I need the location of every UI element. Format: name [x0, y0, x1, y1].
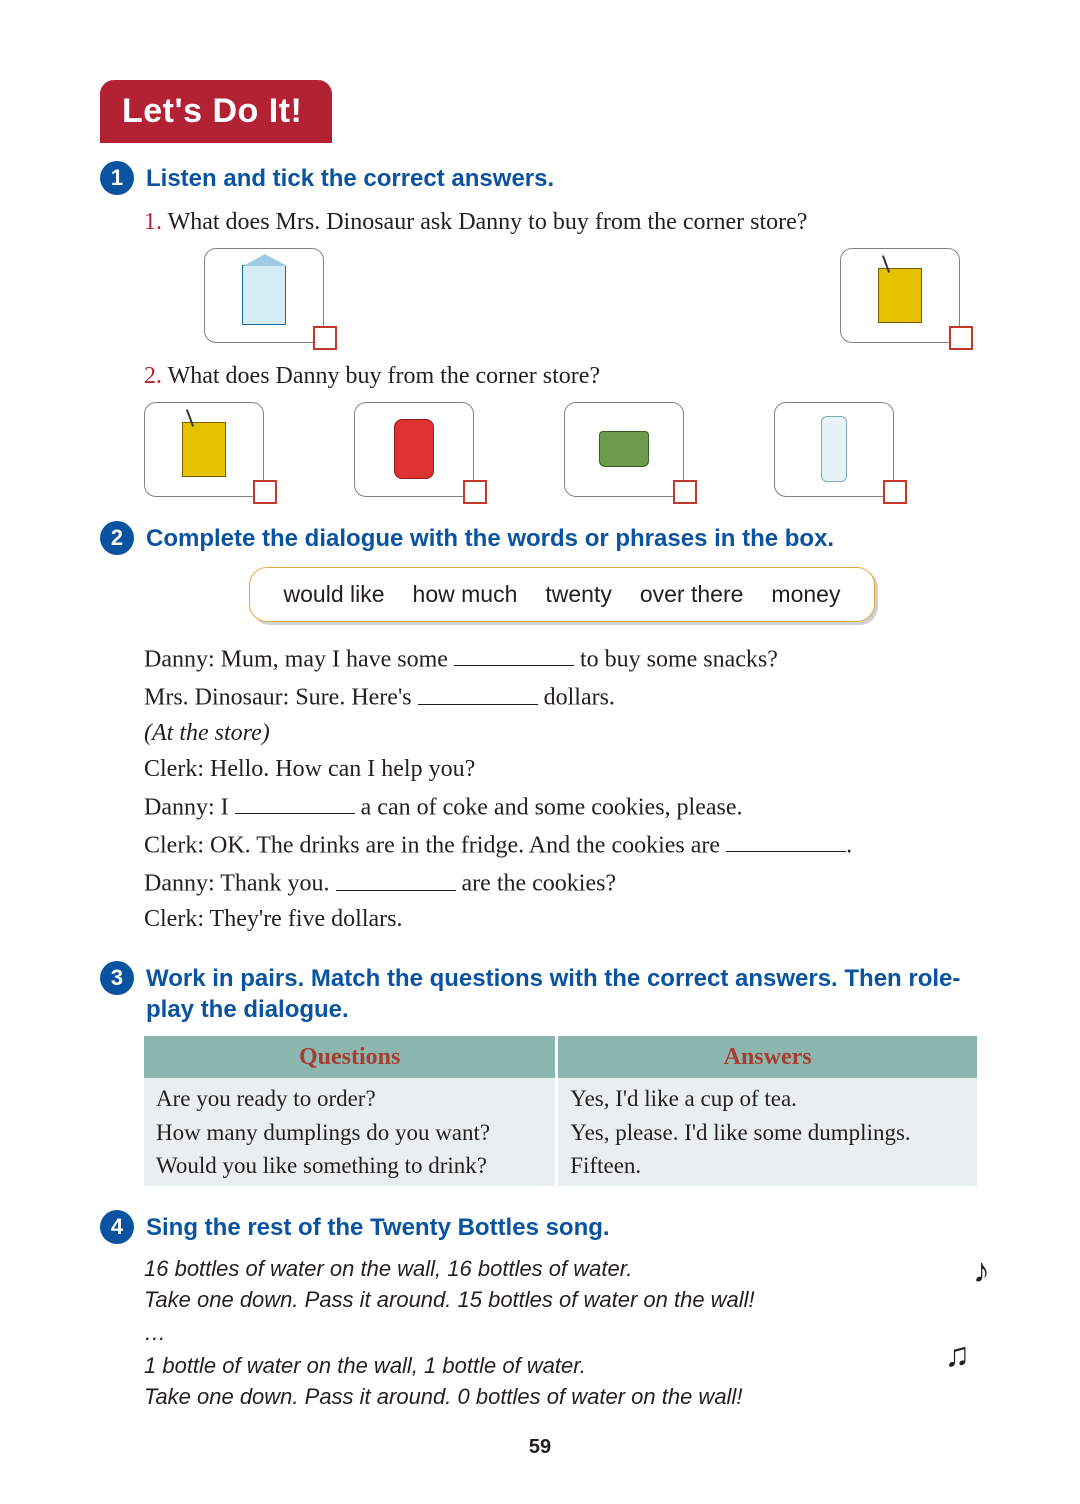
section-2-title: Complete the dialogue with the words or …	[146, 521, 834, 554]
page-number: 59	[100, 1436, 980, 1459]
dlg-scene: (At the store)	[144, 716, 980, 751]
blank[interactable]	[418, 678, 538, 704]
s1-q1-num: 1.	[144, 209, 162, 235]
section-4-title: Sing the rest of the Twenty Bottles song…	[146, 1210, 610, 1243]
option-water-bottle[interactable]	[774, 402, 894, 497]
tick-box[interactable]	[463, 480, 487, 504]
s1-q2-num: 2.	[144, 363, 162, 389]
col-questions: Questions	[144, 1036, 557, 1079]
dlg-l6b: are the cookies?	[456, 871, 617, 897]
water-bottle-icon	[821, 416, 847, 482]
dlg-l2a: Mrs. Dinosaur: Sure. Here's	[144, 685, 418, 711]
word-box: would like how much twenty over there mo…	[249, 567, 876, 622]
blank[interactable]	[235, 788, 355, 814]
section-4: 4 Sing the rest of the Twenty Bottles so…	[100, 1210, 980, 1412]
blank[interactable]	[726, 826, 846, 852]
section-3-head: 3 Work in pairs. Match the questions wit…	[100, 961, 980, 1025]
song-line-4: Take one down. Pass it around. 0 bottles…	[144, 1382, 980, 1413]
s1-q2-text: What does Danny buy from the corner stor…	[168, 363, 601, 389]
blank[interactable]	[454, 640, 574, 666]
word-5: money	[771, 578, 840, 611]
tick-box[interactable]	[313, 326, 337, 350]
song-line-1: 16 bottles of water on the wall, 16 bott…	[144, 1254, 980, 1285]
section-4-number: 4	[100, 1210, 134, 1244]
word-1: would like	[284, 578, 385, 611]
blank[interactable]	[336, 864, 456, 890]
song-ellipsis: …	[144, 1318, 980, 1349]
s1-q2: 2. What does Danny buy from the corner s…	[144, 359, 980, 394]
option-soda-can[interactable]	[354, 402, 474, 497]
answer-3: Fifteen.	[570, 1149, 965, 1182]
dlg-l4b: a can of coke and some cookies, please.	[355, 794, 743, 820]
song-line-3: 1 bottle of water on the wall, 1 bottle …	[144, 1351, 980, 1382]
section-3: 3 Work in pairs. Match the questions wit…	[100, 961, 980, 1186]
s1-q1-text: What does Mrs. Dinosaur ask Danny to buy…	[168, 209, 808, 235]
question-1: Are you ready to order?	[156, 1082, 543, 1115]
dlg-l5a: Clerk: OK. The drinks are in the fridge.…	[144, 832, 726, 858]
dlg-l7: Clerk: They're five dollars.	[144, 902, 980, 937]
answer-2: Yes, please. I'd like some dumplings.	[570, 1116, 965, 1149]
option-milk-carton[interactable]	[204, 248, 324, 343]
tick-box[interactable]	[673, 480, 697, 504]
word-3: twenty	[545, 578, 611, 611]
section-1: 1 Listen and tick the correct answers. 1…	[100, 161, 980, 497]
question-3: Would you like something to drink?	[156, 1149, 543, 1182]
dlg-l1b: to buy some snacks?	[574, 646, 778, 672]
section-1-number: 1	[100, 161, 134, 195]
song-line-2: Take one down. Pass it around. 15 bottle…	[144, 1285, 980, 1316]
section-3-number: 3	[100, 961, 134, 995]
tick-box[interactable]	[949, 326, 973, 350]
qa-table: Questions Answers Are you ready to order…	[144, 1036, 980, 1187]
tea-cup-icon	[599, 431, 649, 467]
option-juice-box[interactable]	[840, 248, 960, 343]
section-2: 2 Complete the dialogue with the words o…	[100, 521, 980, 938]
dlg-l4a: Danny: I	[144, 794, 235, 820]
section-1-head: 1 Listen and tick the correct answers.	[100, 161, 980, 195]
s1-q1-options	[204, 248, 980, 343]
dlg-l6a: Danny: Thank you.	[144, 871, 336, 897]
juice-box-icon	[878, 268, 922, 323]
music-note-icon: ♫	[945, 1332, 971, 1380]
s1-q1: 1. What does Mrs. Dinosaur ask Danny to …	[144, 205, 980, 240]
section-2-number: 2	[100, 521, 134, 555]
section-4-head: 4 Sing the rest of the Twenty Bottles so…	[100, 1210, 980, 1244]
dlg-l5b: .	[846, 832, 852, 858]
word-2: how much	[413, 578, 518, 611]
dlg-l1a: Danny: Mum, may I have some	[144, 646, 454, 672]
song-lyrics: ♪ ♫ 16 bottles of water on the wall, 16 …	[144, 1254, 980, 1412]
word-4: over there	[640, 578, 744, 611]
music-note-icon: ♪	[973, 1248, 990, 1296]
tick-box[interactable]	[253, 480, 277, 504]
answer-1: Yes, I'd like a cup of tea.	[570, 1082, 965, 1115]
milk-carton-icon	[242, 265, 286, 325]
option-tea-cup[interactable]	[564, 402, 684, 497]
dlg-l2b: dollars.	[538, 685, 615, 711]
juice-box-icon	[182, 422, 226, 477]
section-1-title: Listen and tick the correct answers.	[146, 161, 554, 194]
option-juice-box[interactable]	[144, 402, 264, 497]
dlg-l3: Clerk: Hello. How can I help you?	[144, 752, 980, 787]
col-answers: Answers	[557, 1036, 979, 1079]
section-2-head: 2 Complete the dialogue with the words o…	[100, 521, 980, 555]
tick-box[interactable]	[883, 480, 907, 504]
dialogue: Danny: Mum, may I have some to buy some …	[144, 640, 980, 937]
question-2: How many dumplings do you want?	[156, 1116, 543, 1149]
section-3-title: Work in pairs. Match the questions with …	[146, 961, 980, 1025]
s1-q2-options	[144, 402, 980, 497]
soda-can-icon	[394, 419, 434, 479]
lets-do-it-banner: Let's Do It!	[100, 80, 332, 143]
word-box-wrap: would like how much twenty over there mo…	[144, 567, 980, 622]
